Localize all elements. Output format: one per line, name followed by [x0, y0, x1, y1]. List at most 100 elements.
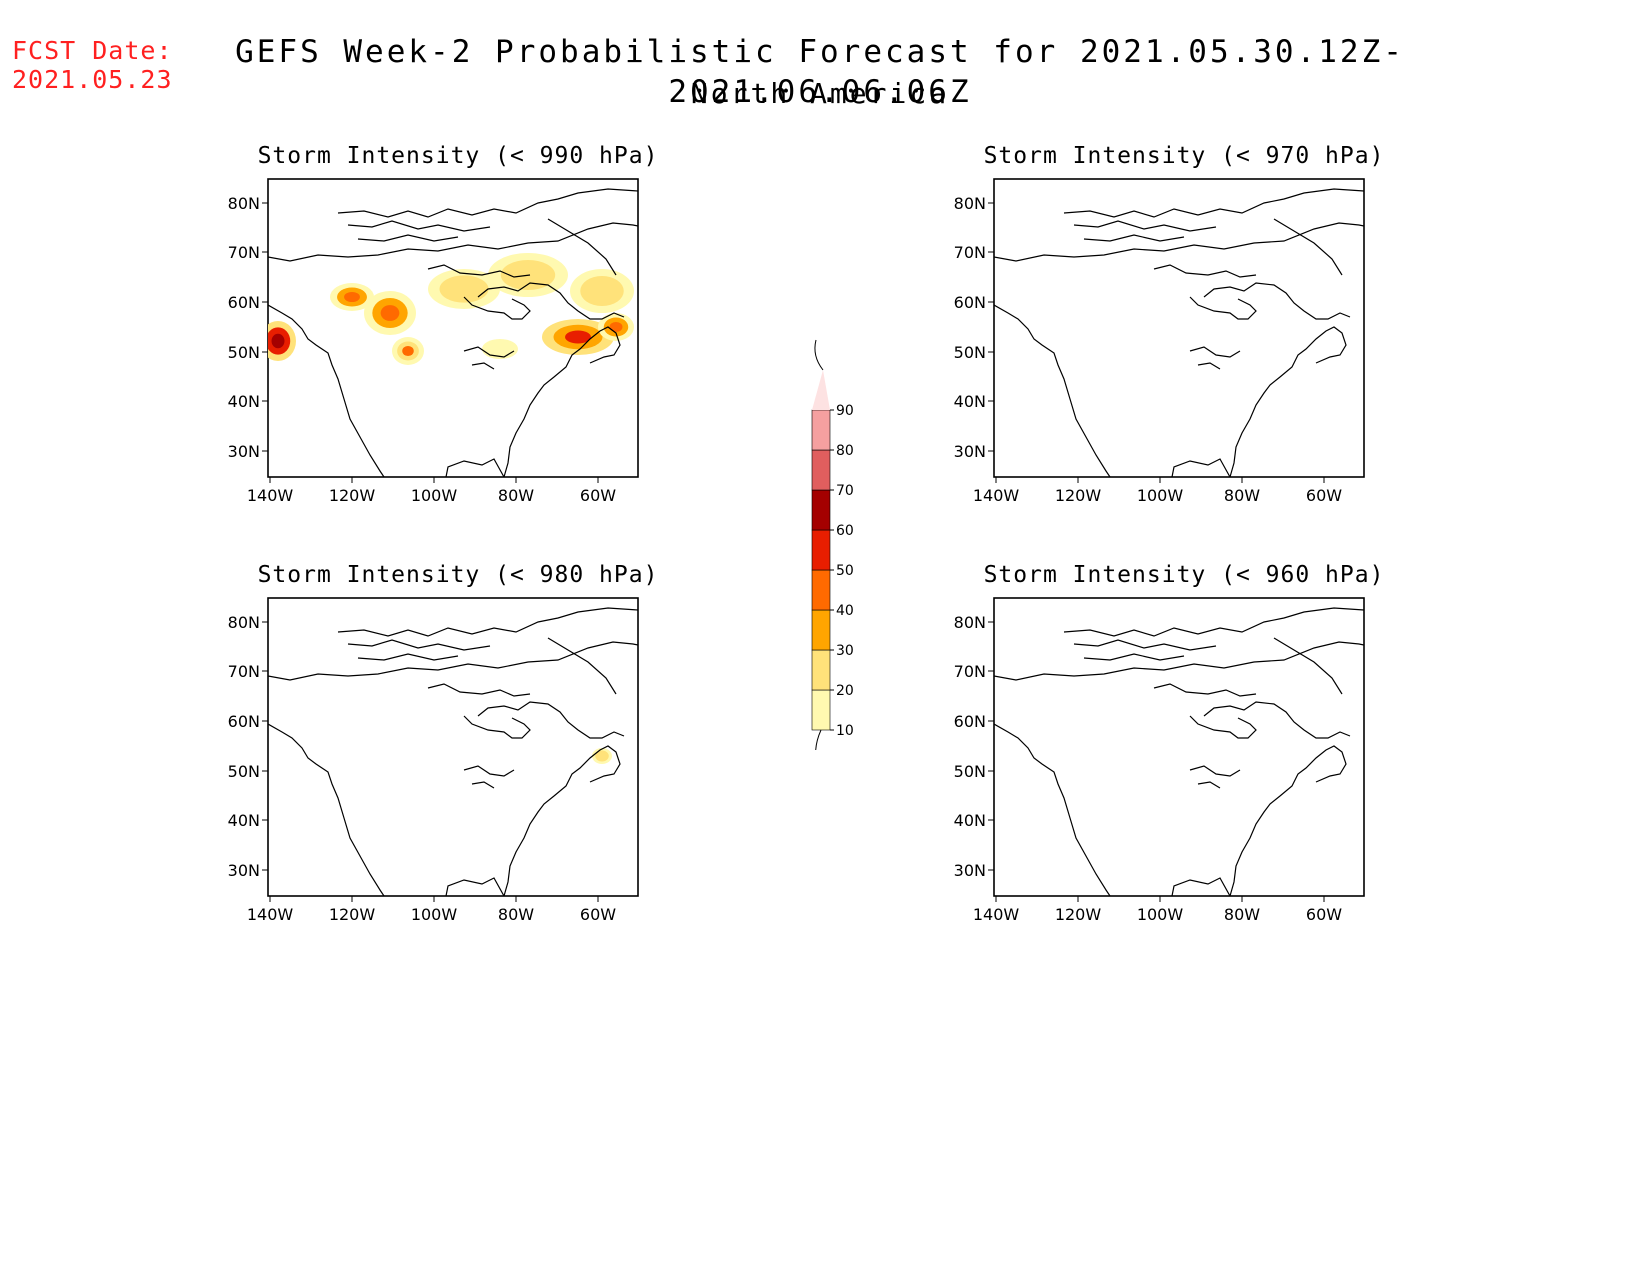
- coastline-path: [477, 282, 625, 320]
- colorbar-segment: [811, 409, 831, 451]
- lat-tick-label: 30N: [228, 861, 260, 880]
- map-970hpa: 80N 70N 60N 50N 40N 30N 140W 120W 100W 80W 60W: [954, 178, 1365, 505]
- colorbar-cap: [814, 339, 824, 371]
- probability-region: [609, 321, 623, 333]
- colorbar-segment: [811, 449, 831, 491]
- coastline-path: [1189, 715, 1257, 739]
- probability-region: [595, 750, 609, 762]
- lat-tick-label: 50N: [954, 762, 986, 781]
- coastline-path: [427, 264, 531, 278]
- lat-tick-label: 80N: [954, 194, 986, 213]
- colorbar-label: 90: [836, 403, 854, 419]
- probability-region: [271, 333, 285, 349]
- coastline-path: [445, 877, 505, 896]
- lat-tick-label: 50N: [954, 343, 986, 362]
- coastline-path: [1273, 637, 1343, 695]
- coastline-path: [1189, 765, 1241, 777]
- lat-tick-label: 40N: [954, 811, 986, 830]
- lat-tick-label: 30N: [954, 442, 986, 461]
- lon-tick-label: 80W: [498, 905, 534, 924]
- probability-region: [565, 330, 591, 344]
- coastline-path: [1063, 188, 1364, 218]
- panel-title: Storm Intensity (< 990 hPa): [257, 143, 659, 169]
- coastline-path: [1189, 346, 1241, 358]
- coastline-path: [357, 234, 459, 242]
- coastline-path: [463, 715, 531, 739]
- colorbar-cap: [815, 729, 822, 750]
- coastline-path: [1203, 282, 1351, 320]
- coastline-path: [994, 723, 1111, 896]
- coastline-path: [503, 326, 621, 477]
- coastline-path: [1229, 326, 1347, 477]
- coastline-path: [1203, 701, 1351, 739]
- colorbar-segment: [811, 489, 831, 531]
- lon-tick-label: 140W: [247, 905, 294, 924]
- probability-region: [402, 345, 414, 357]
- lon-tick-label: 100W: [411, 486, 458, 505]
- coastline: [268, 607, 638, 896]
- lat-tick-label: 50N: [228, 343, 260, 362]
- map-frame: [993, 178, 1365, 478]
- coastline-path: [1189, 296, 1257, 320]
- lon-tick-label: 60W: [1306, 905, 1342, 924]
- page-title: GEFS Week-2 Probabilistic Forecast for 2…: [235, 34, 1405, 110]
- lat-tick-label: 30N: [954, 861, 986, 880]
- coastline-path: [1229, 745, 1347, 896]
- coastline-path: [347, 220, 491, 232]
- coastline-path: [268, 641, 638, 681]
- coastline-path: [994, 641, 1364, 681]
- coastline-path: [463, 346, 515, 358]
- colorbar-segment: [811, 569, 831, 611]
- coastline-path: [1273, 218, 1343, 276]
- coastline-path: [1197, 781, 1221, 789]
- colorbar-label: 30: [836, 643, 854, 659]
- coastline-path: [1083, 234, 1185, 242]
- coastline-path: [268, 222, 638, 262]
- coastline-path: [427, 683, 531, 697]
- lat-tick-label: 70N: [228, 243, 260, 262]
- probability-region: [439, 275, 489, 303]
- lat-tick-label: 60N: [228, 293, 260, 312]
- map-border: [993, 597, 1365, 897]
- page-subtitle: North America: [690, 77, 950, 110]
- lat-tick-label: 70N: [954, 243, 986, 262]
- lon-tick-label: 140W: [973, 486, 1020, 505]
- coastline: [994, 607, 1364, 896]
- coastline-path: [337, 188, 638, 218]
- lon-tick-label: 80W: [1224, 905, 1260, 924]
- lon-tick-label: 140W: [973, 905, 1020, 924]
- coastline-path: [994, 304, 1111, 477]
- coastline-path: [347, 639, 491, 651]
- coastline-path: [1171, 877, 1231, 896]
- lat-tick-label: 50N: [228, 762, 260, 781]
- coastline-path: [268, 304, 385, 477]
- colorbar-label: 70: [836, 483, 854, 499]
- coastline-path: [471, 362, 495, 370]
- coastline-path: [547, 637, 617, 695]
- forecast-date-value: 2021.05.23: [12, 65, 173, 94]
- coastline: [994, 188, 1364, 477]
- lat-tick-label: 40N: [228, 811, 260, 830]
- colorbar-segment: [811, 529, 831, 571]
- coastline-path: [357, 653, 459, 661]
- colorbar-label: 40: [836, 603, 854, 619]
- forecast-date-label: FCST Date:: [12, 36, 173, 65]
- coastline-path: [503, 745, 621, 896]
- coastline-path: [1063, 607, 1364, 637]
- lon-tick-label: 100W: [1137, 486, 1184, 505]
- coastline-path: [445, 458, 505, 477]
- lat-tick-label: 80N: [228, 613, 260, 632]
- map-980hpa: 80N 70N 60N 50N 40N 30N 140W 120W 100W 80W 60W: [228, 597, 639, 924]
- lat-tick-label: 40N: [954, 392, 986, 411]
- coastline-path: [463, 296, 531, 320]
- colorbar-label: 80: [836, 443, 854, 459]
- forecast-date: FCST Date: 2021.05.23: [12, 36, 173, 94]
- colorbar-segment: [812, 370, 830, 410]
- panel-title: Storm Intensity (< 980 hPa): [257, 562, 659, 588]
- probability-region: [580, 276, 624, 306]
- coastline-path: [1153, 264, 1257, 278]
- map-border: [993, 178, 1365, 478]
- probability-field: [268, 253, 634, 365]
- coastline-path: [994, 222, 1364, 262]
- lon-tick-label: 100W: [411, 905, 458, 924]
